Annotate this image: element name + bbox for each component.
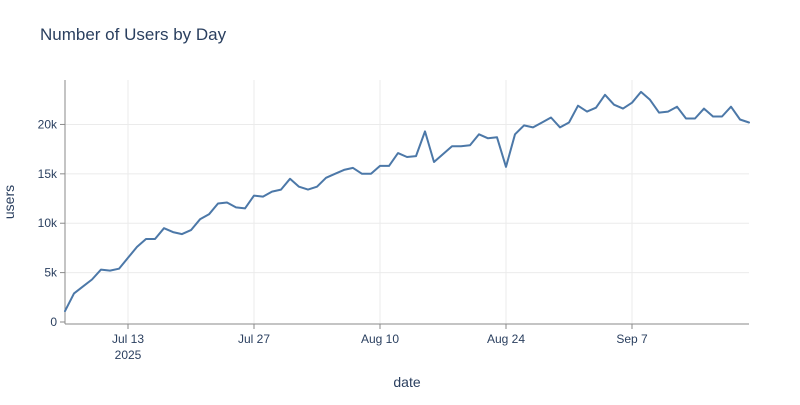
x-axis-title: date xyxy=(393,374,420,390)
x-tick-label: Aug 10 xyxy=(361,332,399,346)
y-tick-label: 20k xyxy=(38,117,58,131)
y-tick-label: 5k xyxy=(44,266,58,280)
y-tick-label: 15k xyxy=(38,167,58,181)
x-tick-label: Aug 24 xyxy=(487,332,525,346)
axes: Jul 13 2025 Jul 27 Aug 10 Aug 24 Sep 7 0 5k 10k 1… xyxy=(38,80,749,362)
y-axis-title: users xyxy=(1,185,17,219)
x-tick-label: Jul 27 xyxy=(238,332,270,346)
x-tick-label: Sep 7 xyxy=(616,332,648,346)
grid-lines xyxy=(65,80,749,324)
x-tick-sublabel: 2025 xyxy=(115,348,142,362)
y-tick-label: 10k xyxy=(38,216,58,230)
y-tick-label: 0 xyxy=(50,315,57,329)
series-line xyxy=(64,90,750,313)
x-tick-label: Jul 13 xyxy=(112,332,144,346)
chart-title: Number of Users by Day xyxy=(40,25,227,44)
series-layer xyxy=(64,90,750,313)
